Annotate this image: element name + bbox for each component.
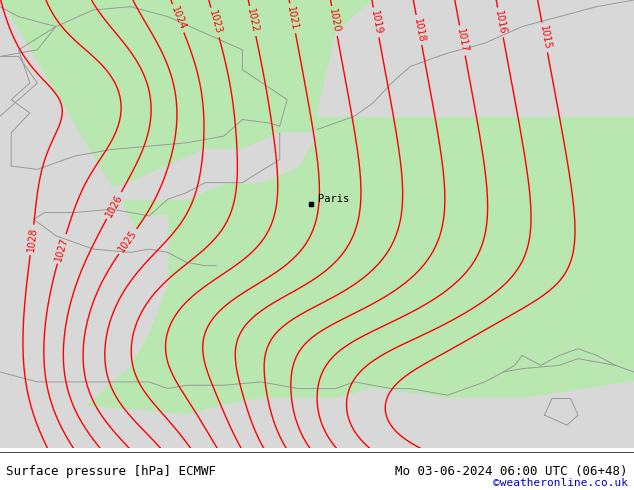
Text: 1028: 1028 <box>25 227 39 253</box>
Text: Paris: Paris <box>318 194 349 203</box>
Text: 1015: 1015 <box>538 24 552 50</box>
Text: 1019: 1019 <box>369 9 384 35</box>
Text: 1025: 1025 <box>117 228 139 254</box>
Text: 1022: 1022 <box>245 8 260 34</box>
Text: ©weatheronline.co.uk: ©weatheronline.co.uk <box>493 478 628 488</box>
Polygon shape <box>0 0 168 448</box>
Text: Mo 03-06-2024 06:00 UTC (06+48): Mo 03-06-2024 06:00 UTC (06+48) <box>395 465 628 478</box>
Polygon shape <box>18 133 317 199</box>
Text: 1024: 1024 <box>169 5 187 31</box>
Text: Surface pressure [hPa] ECMWF: Surface pressure [hPa] ECMWF <box>6 465 216 478</box>
Text: 1016: 1016 <box>493 9 508 35</box>
Text: 1020: 1020 <box>327 8 342 34</box>
Polygon shape <box>0 382 634 448</box>
Text: 1021: 1021 <box>285 5 300 31</box>
Polygon shape <box>0 0 168 299</box>
Text: 1027: 1027 <box>53 236 70 262</box>
Text: 1017: 1017 <box>455 27 470 53</box>
Polygon shape <box>0 0 634 448</box>
Text: 1023: 1023 <box>207 9 223 36</box>
Polygon shape <box>317 0 634 116</box>
Text: 1018: 1018 <box>412 17 426 43</box>
Text: 1026: 1026 <box>104 192 124 219</box>
